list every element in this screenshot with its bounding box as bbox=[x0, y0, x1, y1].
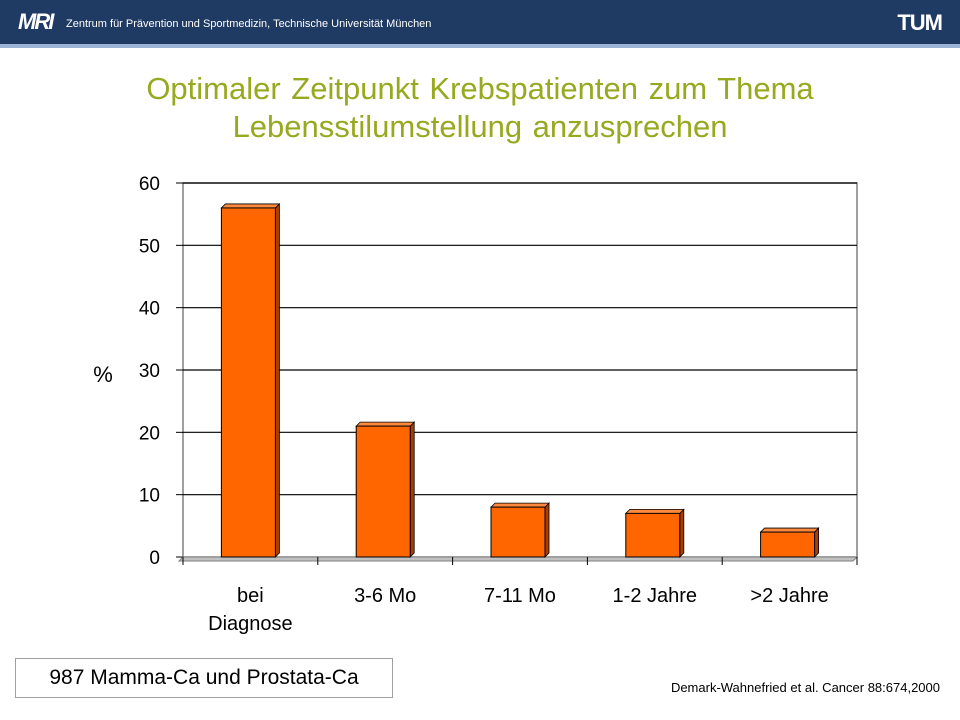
slide-title: Optimaler Zeitpunkt Krebspatienten zum T… bbox=[40, 70, 920, 146]
bar-chart: 0 10 20 30 40 50 60% bei Diagnose 3-6 Mo 7-11 Mo 1-… bbox=[93, 174, 859, 635]
x-tick-label: >2 Jahre bbox=[750, 585, 828, 607]
chart-floor bbox=[177, 556, 859, 562]
tum-logo: TUM bbox=[897, 10, 943, 35]
bar-top bbox=[355, 421, 416, 427]
bar-top bbox=[759, 527, 820, 533]
bar-side bbox=[544, 502, 550, 558]
bar bbox=[760, 531, 816, 558]
bar-top bbox=[490, 502, 550, 508]
bar-side bbox=[679, 508, 685, 558]
header-divider bbox=[0, 44, 960, 48]
y-tick-label: 40 bbox=[139, 299, 160, 320]
x-tick-label: 3-6 Mo bbox=[354, 585, 416, 607]
slide-title-line-1: Optimaler Zeitpunkt Krebspatienten zum T… bbox=[146, 71, 814, 106]
x-tick-label: 7-11 Mo bbox=[484, 585, 556, 607]
institute-name: Zentrum für Prävention und Sportmedizin,… bbox=[66, 18, 432, 30]
y-axis-label: % bbox=[93, 362, 113, 387]
y-tick-label: 10 bbox=[139, 486, 160, 507]
x-tick-label: 1-2 Jahre bbox=[613, 585, 698, 607]
x-tick-label: Diagnose bbox=[208, 613, 293, 635]
bar-side bbox=[814, 527, 819, 558]
header-bar: MRI Zentrum für Prävention und Sportmedi… bbox=[0, 0, 960, 44]
y-tick-label: 50 bbox=[139, 236, 160, 257]
slide-title-line-2: Lebensstilumstellung anzusprechen bbox=[232, 109, 728, 144]
bar-top bbox=[624, 508, 685, 514]
sample-note-box: 987 Mamma-Ca und Prostata-Ca bbox=[15, 658, 393, 698]
mri-logo: MRI bbox=[18, 9, 54, 34]
bar-top bbox=[220, 203, 281, 209]
bar bbox=[355, 425, 411, 558]
y-tick-label: 30 bbox=[139, 361, 160, 382]
x-tick-label: bei bbox=[237, 585, 264, 607]
bar bbox=[220, 207, 276, 558]
y-tick-label: 0 bbox=[149, 548, 160, 569]
bar bbox=[625, 512, 681, 558]
citation: Demark-Wahnefried et al. Cancer 88:674,2… bbox=[670, 680, 940, 695]
bar-side bbox=[274, 202, 280, 558]
bar bbox=[490, 506, 546, 558]
y-tick-label: 20 bbox=[139, 423, 160, 444]
bar-side bbox=[409, 421, 415, 558]
y-tick-label: 60 bbox=[139, 174, 160, 195]
